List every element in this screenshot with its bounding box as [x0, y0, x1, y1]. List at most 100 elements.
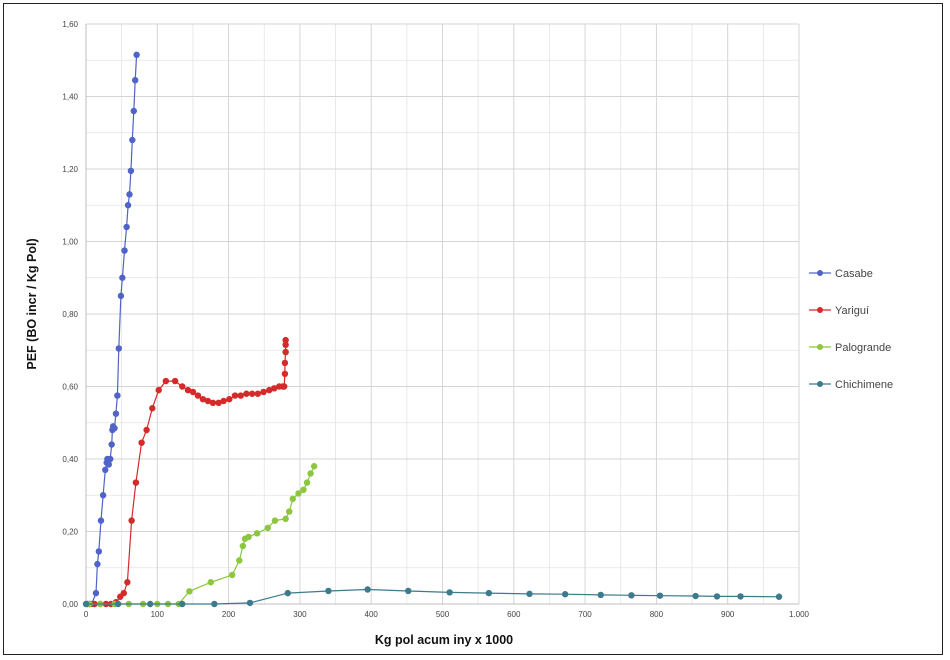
data-point: [111, 424, 118, 432]
data-point: [446, 589, 453, 596]
x-tick-label: 1.000: [789, 610, 810, 619]
data-point: [295, 490, 302, 497]
data-point: [231, 392, 239, 399]
data-point: [105, 461, 113, 468]
data-point: [282, 515, 289, 523]
data-point: [199, 395, 207, 403]
data-point: [281, 383, 288, 390]
legend-label: Yariguí: [835, 305, 869, 317]
x-tick-label: 400: [365, 610, 379, 619]
data-point: [146, 600, 154, 608]
data-point: [271, 385, 278, 392]
data-point: [325, 587, 332, 595]
data-point: [123, 223, 130, 231]
data-point: [114, 392, 121, 399]
y-tick-label: 1,00: [62, 238, 78, 247]
data-point: [124, 579, 131, 586]
data-point: [253, 530, 261, 537]
data-point: [128, 517, 135, 524]
data-point: [236, 557, 243, 564]
data-point: [99, 492, 107, 499]
data-point: [189, 388, 197, 396]
y-tick-label: 0,60: [62, 383, 78, 392]
data-point: [271, 517, 279, 524]
data-point: [289, 495, 296, 503]
data-point: [260, 388, 267, 396]
data-point: [124, 202, 132, 209]
data-point: [179, 600, 186, 608]
data-point: [282, 348, 289, 356]
legend-item: Casabe: [809, 268, 873, 280]
y-tick-label: 1,60: [62, 20, 78, 29]
series-chichimene: [82, 586, 783, 608]
data-point: [95, 548, 103, 555]
data-point: [245, 533, 252, 541]
x-tick-label: 900: [721, 610, 735, 619]
data-point: [143, 426, 150, 434]
data-point: [228, 571, 236, 579]
data-point: [264, 524, 272, 532]
data-point: [286, 508, 293, 515]
data-point: [127, 167, 135, 175]
data-point: [243, 390, 250, 397]
data-point: [94, 560, 101, 568]
data-point: [692, 592, 699, 600]
chart-frame: 0 100 200 300 400 500 600 700 800 900 1.000 0,00 0,2…: [3, 3, 943, 655]
x-tick-label: 800: [650, 610, 664, 619]
data-point: [114, 600, 122, 608]
data-point: [179, 383, 186, 390]
data-point: [405, 587, 412, 595]
x-tick-label: 500: [436, 610, 450, 619]
data-point: [282, 336, 289, 344]
data-point: [220, 397, 227, 405]
x-tick-label: 200: [222, 610, 236, 619]
y-tick-label: 0,40: [62, 455, 78, 464]
data-point: [303, 479, 311, 486]
data-point: [107, 455, 114, 463]
legend-label: Palogrande: [835, 342, 891, 354]
data-point: [211, 600, 218, 608]
data-point: [120, 589, 127, 597]
data-point: [130, 107, 137, 115]
data-point: [226, 395, 233, 403]
data-point: [310, 463, 318, 470]
data-point: [132, 479, 140, 486]
data-point: [737, 593, 744, 600]
x-tick-label: 300: [293, 610, 307, 619]
x-tick-label: 600: [507, 610, 521, 619]
data-point: [149, 405, 156, 412]
legend-swatch-marker: [817, 344, 823, 350]
y-tick-label: 1,20: [62, 165, 78, 174]
data-point: [526, 590, 533, 598]
tick-labels: 0 100 200 300 400 500 600 700 800 900 1.000 0,00 0,2…: [62, 20, 809, 619]
legend-item: Yariguí: [809, 305, 869, 317]
y-tick-label: 0,80: [62, 310, 78, 319]
data-point: [246, 599, 254, 607]
chart-background: [4, 4, 942, 654]
data-point: [364, 586, 371, 593]
data-point: [131, 76, 139, 84]
series-group: [82, 51, 783, 608]
data-point: [775, 593, 783, 600]
data-point: [561, 591, 569, 598]
data-point: [117, 292, 125, 300]
x-axis-title: Kg pol acum iny x 1000: [375, 633, 513, 647]
y-tick-label: 0,00: [62, 600, 78, 609]
legend-swatch-marker: [817, 270, 823, 276]
grid: [85, 23, 800, 605]
y-axis-title: PEF (BO incr / Kg Pol): [25, 238, 39, 369]
chart: 0 100 200 300 400 500 600 700 800 900 1.000 0,00 0,2…: [4, 4, 942, 654]
data-point: [97, 517, 105, 524]
x-tick-label: 100: [151, 610, 165, 619]
data-point: [92, 589, 100, 597]
x-tick-label: 700: [578, 610, 592, 619]
data-point: [186, 588, 193, 595]
data-point: [281, 359, 289, 367]
data-point: [171, 377, 179, 385]
data-point: [82, 600, 90, 608]
y-tick-label: 0,20: [62, 528, 78, 537]
data-point: [209, 399, 217, 407]
data-point: [207, 579, 214, 586]
data-point: [102, 466, 109, 474]
data-point: [138, 439, 145, 446]
